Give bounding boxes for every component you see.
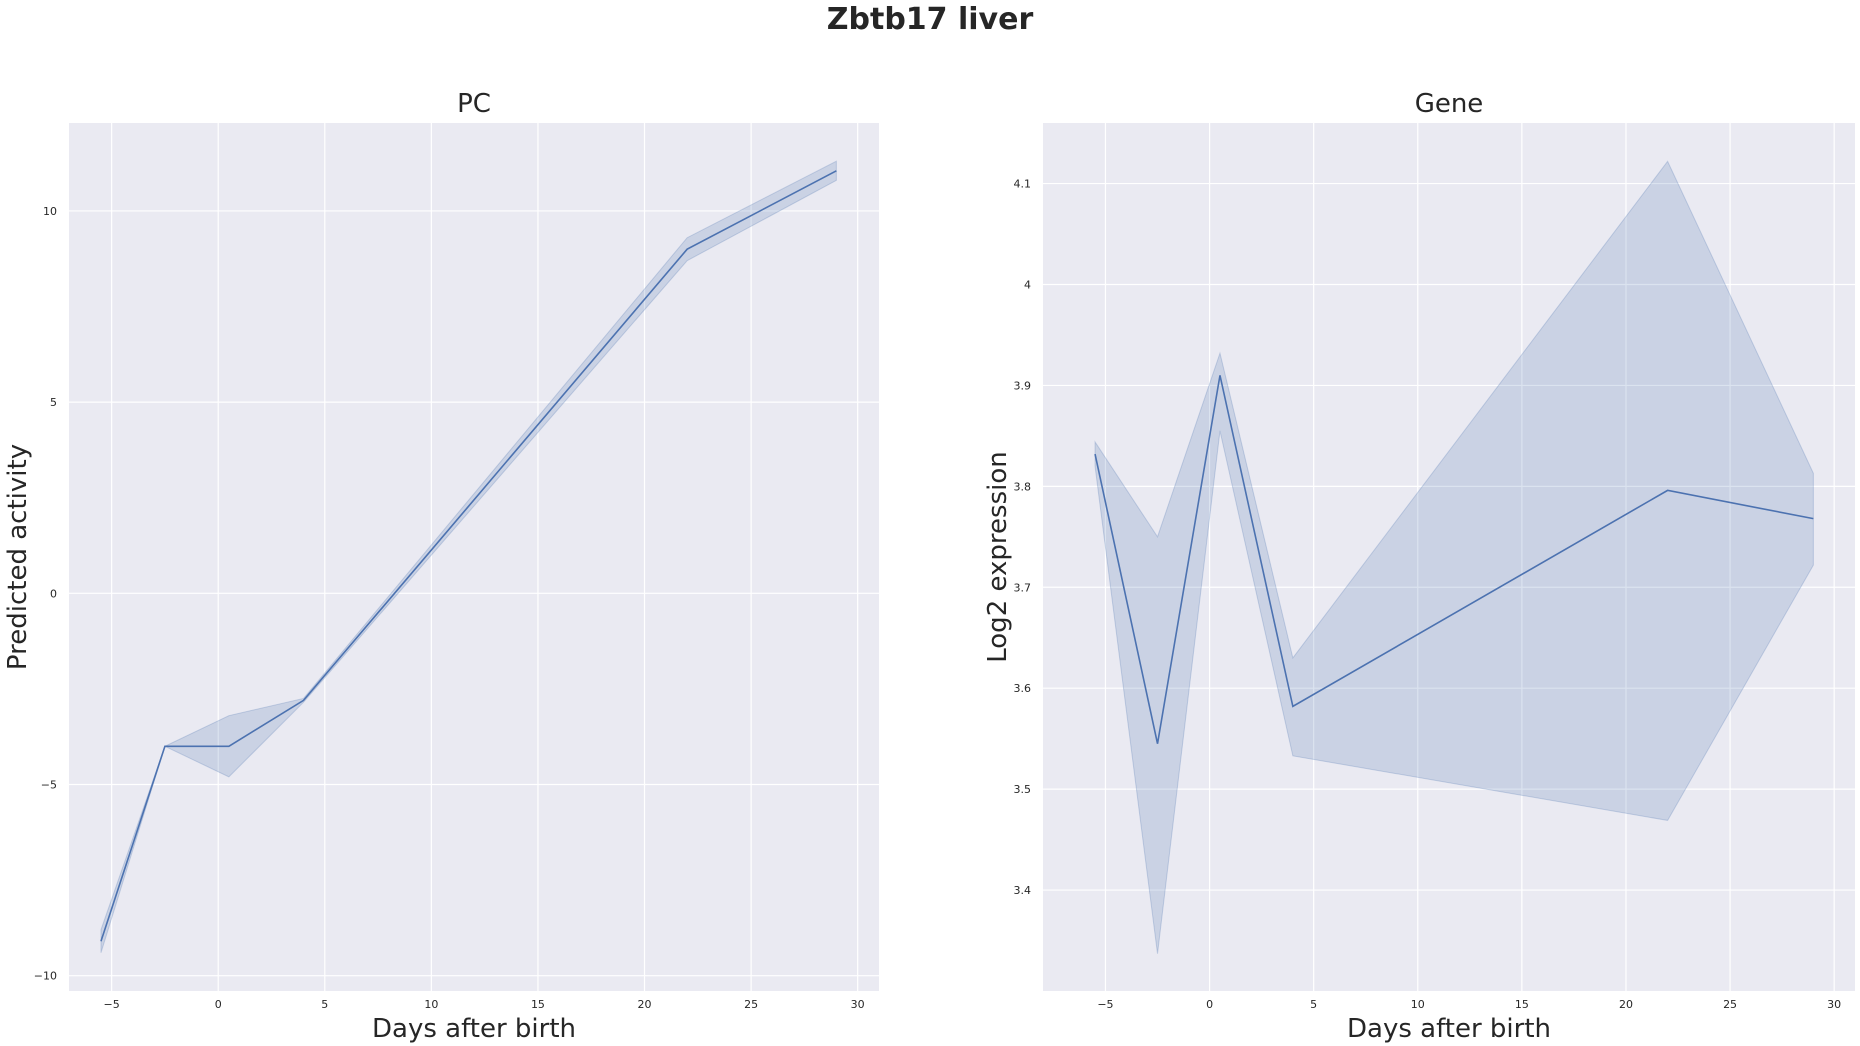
x-tick-label: 25 (1723, 998, 1737, 1011)
y-tick-label: 5 (50, 396, 57, 409)
y-tick-label: 10 (43, 205, 57, 218)
series-line (1094, 375, 1814, 744)
figure-title: Zbtb17 liver (826, 2, 1034, 37)
confidence-band (1094, 160, 1814, 954)
x-tick-label: 30 (851, 998, 865, 1011)
y-tick-label: −10 (34, 970, 57, 983)
panel-title: Gene (1415, 89, 1484, 119)
y-tick-label: 3.4 (1014, 884, 1032, 897)
x-tick-label: 0 (1206, 998, 1213, 1011)
y-tick-label: 4 (1024, 278, 1031, 291)
x-tick-label: 10 (1411, 998, 1425, 1011)
x-tick-label: −5 (1097, 998, 1113, 1011)
x-tick-label: 15 (531, 998, 545, 1011)
x-tick-label: 25 (744, 998, 758, 1011)
plot-area (69, 123, 879, 991)
x-tick-label: 10 (424, 998, 438, 1011)
plot-area (1043, 123, 1855, 991)
y-tick-label: 0 (50, 587, 57, 600)
y-tick-label: 4.1 (1014, 178, 1032, 191)
x-tick-label: 5 (1310, 998, 1317, 1011)
chart-panel-2: −5 0 5 10 15 20 25 30 3.4 3.5 3.6 3.7 3.8 3.9 4 4.1 Gene… (983, 89, 1855, 1044)
y-tick-label: 3.5 (1014, 783, 1032, 796)
panel-title: PC (457, 89, 491, 119)
x-tick-label: 20 (638, 998, 652, 1011)
y-tick-label: −5 (41, 779, 57, 792)
x-tick-label: 5 (321, 998, 328, 1011)
y-tick-label: 3.7 (1014, 581, 1032, 594)
x-tick-label: −5 (104, 998, 120, 1011)
y-axis-label: Log2 expression (983, 451, 1013, 663)
y-tick-label: 3.6 (1014, 682, 1032, 695)
x-tick-label: 15 (1515, 998, 1529, 1011)
series-line (100, 170, 837, 942)
y-tick-label: 3.9 (1014, 379, 1032, 392)
y-tick-label: 3.8 (1014, 480, 1032, 493)
x-tick-label: 30 (1827, 998, 1841, 1011)
chart-panel-1: −5 0 5 10 15 20 25 30 −10 −5 0 5 10 PC Days after birt… (3, 89, 879, 1044)
x-tick-label: 20 (1619, 998, 1633, 1011)
y-axis-label: Predicted activity (3, 444, 33, 670)
x-axis-label: Days after birth (372, 1014, 576, 1044)
x-tick-label: 0 (215, 998, 222, 1011)
x-axis-label: Days after birth (1347, 1014, 1551, 1044)
